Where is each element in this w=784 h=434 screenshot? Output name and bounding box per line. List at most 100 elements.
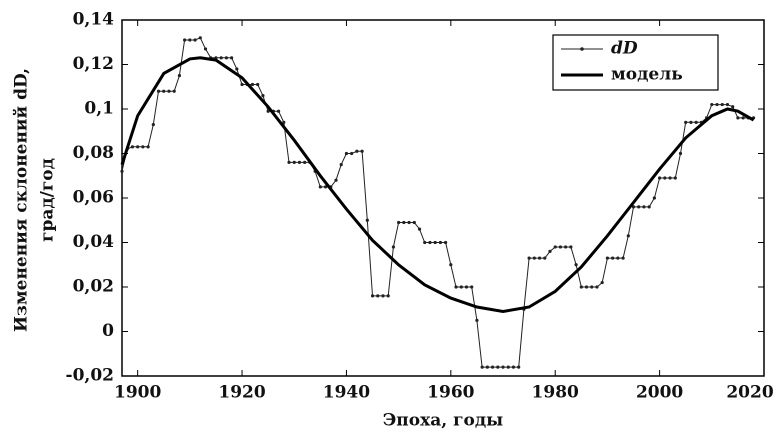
data-point — [475, 318, 479, 322]
data-point — [230, 56, 234, 60]
data-point — [256, 82, 260, 87]
data-point — [584, 285, 589, 289]
data-point — [673, 176, 677, 180]
data-point — [156, 89, 161, 93]
data-point — [736, 116, 740, 120]
data-point — [579, 285, 583, 289]
data-point — [652, 196, 656, 200]
data-point — [710, 102, 714, 107]
data-point — [590, 285, 594, 289]
data-point — [459, 285, 463, 289]
data-point — [172, 89, 176, 93]
data-point — [485, 365, 489, 369]
data-point — [339, 163, 343, 167]
data-point — [146, 145, 150, 149]
data-point — [626, 234, 630, 238]
x-tick-label: 2020 — [726, 383, 773, 403]
x-axis-label: Эпоха, годы — [383, 411, 503, 431]
data-point — [532, 256, 536, 260]
data-point — [198, 36, 202, 40]
data-point — [684, 120, 688, 124]
data-point — [741, 116, 745, 120]
data-point — [183, 38, 187, 42]
y-tick-label: -0,02 — [66, 366, 114, 386]
data-point — [381, 294, 385, 298]
x-tick-label: 1940 — [323, 383, 370, 403]
data-point — [417, 227, 422, 231]
x-tick-label: 1960 — [427, 383, 474, 403]
data-point — [564, 245, 568, 249]
legend-label: модель — [611, 65, 683, 85]
data-point — [553, 245, 557, 249]
data-point — [658, 176, 662, 180]
data-point — [193, 38, 197, 42]
data-point — [668, 176, 672, 180]
data-point — [235, 67, 239, 71]
data-point — [323, 185, 328, 189]
data-point — [470, 285, 474, 289]
data-point — [464, 285, 469, 289]
legend-box — [552, 34, 719, 91]
data-point — [720, 102, 724, 107]
data-point — [376, 294, 380, 298]
data-point — [616, 256, 620, 260]
x-tick-label: 1920 — [218, 383, 265, 403]
data-point — [391, 245, 396, 249]
data-point — [292, 160, 296, 164]
data-point — [631, 205, 636, 209]
data-point — [350, 151, 354, 156]
data-point — [428, 240, 432, 245]
y-axis-label: Изменения склонений dD, — [12, 68, 32, 332]
data-point — [219, 56, 223, 60]
data-point — [595, 285, 599, 289]
data-point — [282, 120, 286, 124]
data-point — [605, 256, 610, 260]
y-tick-label: 0,1 — [84, 99, 114, 119]
y-tick-label: 0 — [102, 321, 114, 341]
data-point — [130, 145, 135, 149]
data-point — [151, 122, 155, 127]
data-point — [303, 160, 307, 164]
data-point — [558, 245, 563, 249]
y-tick-label: 0,04 — [73, 232, 115, 252]
data-point — [360, 149, 364, 153]
data-point — [663, 176, 667, 180]
data-point — [141, 145, 145, 149]
y-tick-label: 0,06 — [73, 188, 114, 208]
data-point — [266, 109, 270, 113]
data-point — [188, 38, 192, 42]
data-point — [611, 256, 615, 260]
data-point — [496, 365, 500, 369]
data-point — [678, 151, 683, 156]
data-point — [694, 120, 698, 124]
y-tick-label: 0,14 — [73, 10, 115, 30]
data-point — [344, 151, 349, 156]
data-point — [438, 240, 442, 245]
data-point — [574, 263, 578, 267]
data-point — [412, 220, 416, 225]
data-point — [527, 256, 531, 260]
data-point — [287, 160, 291, 164]
data-point — [297, 160, 302, 164]
data-point — [725, 102, 730, 107]
data-point — [511, 365, 516, 369]
data-point — [501, 365, 505, 369]
y-tick-label: 0,08 — [73, 143, 114, 163]
y-tick-label: 0,02 — [73, 277, 114, 297]
data-point — [177, 74, 182, 78]
data-point — [167, 89, 171, 93]
data-point — [250, 82, 255, 87]
data-point — [548, 249, 552, 253]
legend-label: dD — [611, 39, 638, 59]
data-point — [449, 263, 453, 267]
data-point — [365, 218, 369, 222]
data-point — [731, 105, 735, 109]
data-point — [162, 89, 166, 93]
data-point — [240, 82, 244, 87]
data-point — [506, 365, 510, 369]
data-point — [517, 365, 521, 369]
data-point — [433, 240, 437, 245]
data-point — [407, 220, 411, 225]
data-point — [715, 102, 719, 107]
